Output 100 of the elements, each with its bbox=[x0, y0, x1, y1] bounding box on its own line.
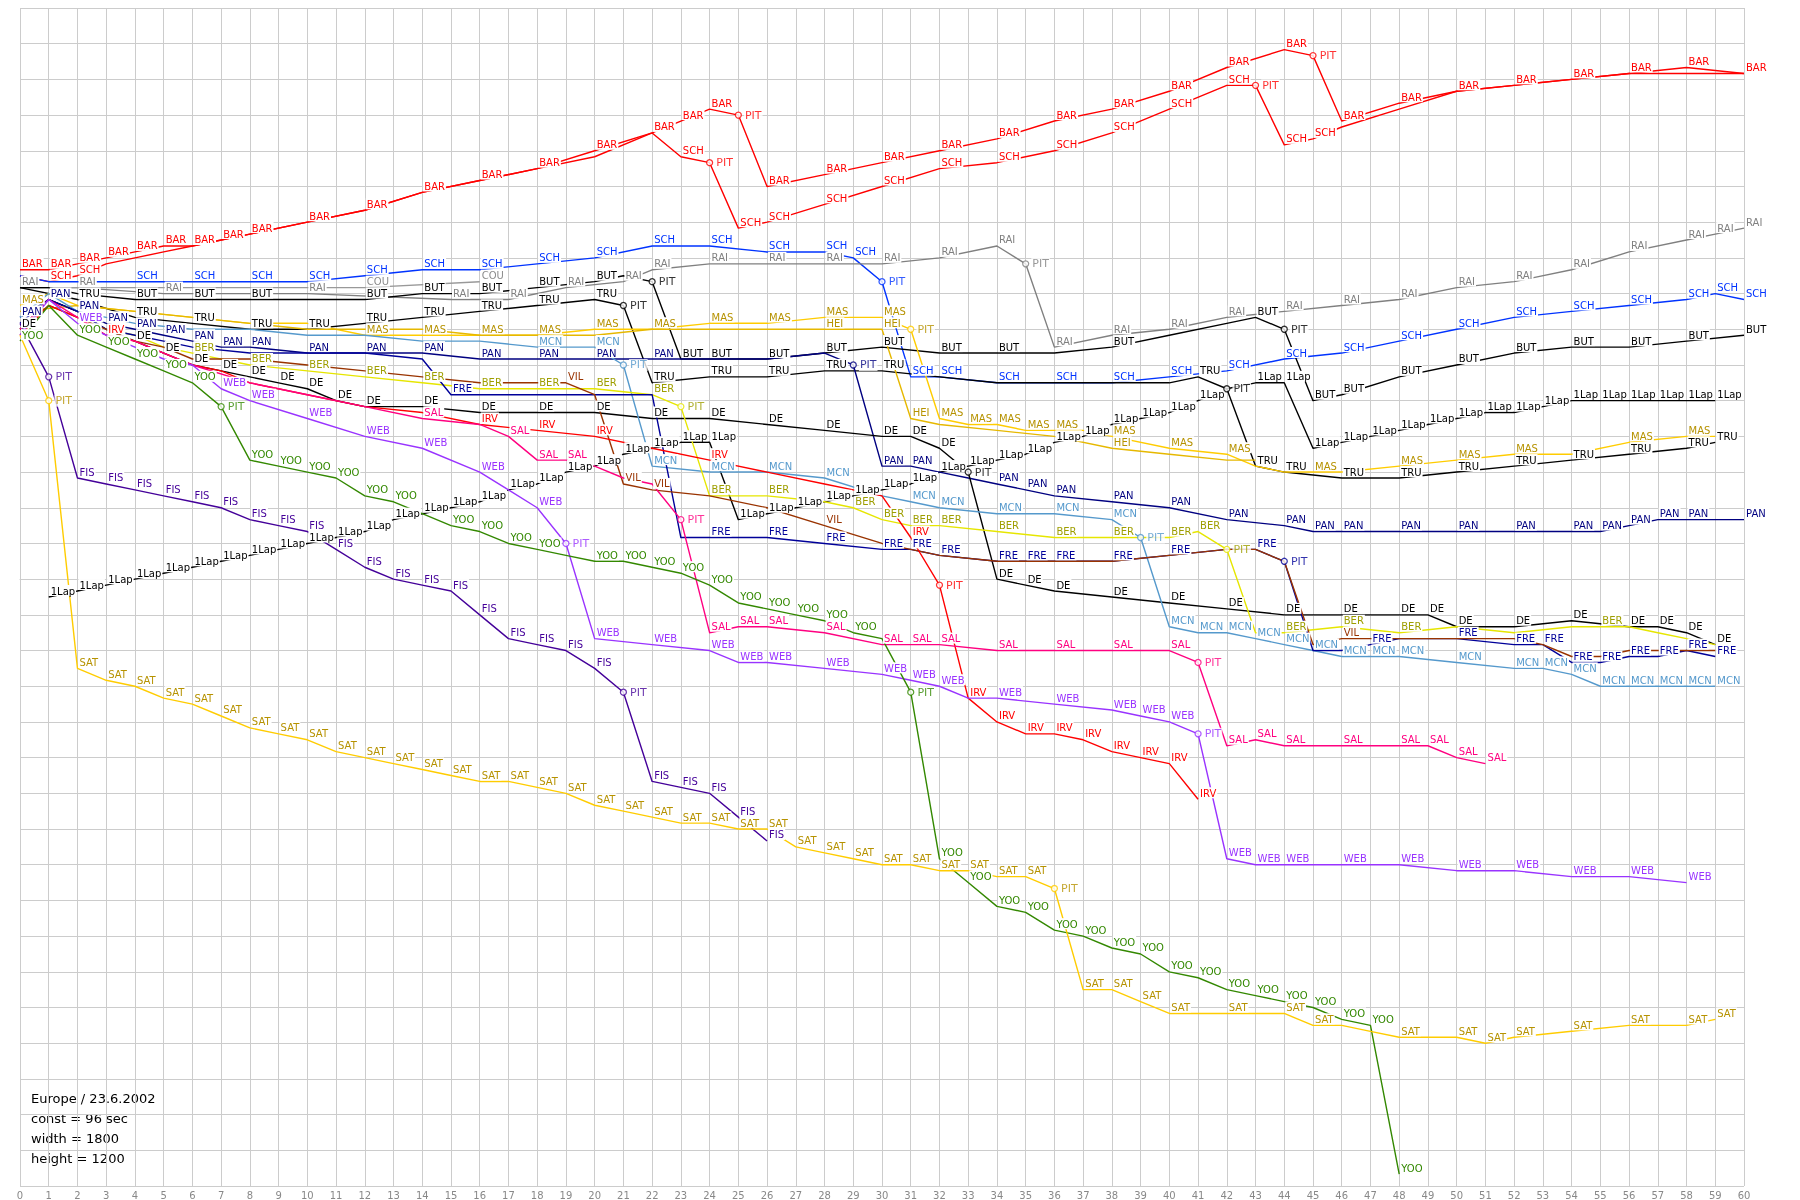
text: YOO bbox=[1200, 966, 1222, 978]
text: FIS bbox=[682, 775, 698, 787]
annotation: PIT bbox=[1147, 531, 1165, 545]
text: IRV bbox=[912, 526, 929, 538]
text: BAR bbox=[769, 174, 790, 186]
text: BER bbox=[539, 377, 560, 389]
text: RAI bbox=[510, 288, 527, 300]
x-tick-label: 2 bbox=[74, 1189, 81, 1200]
text: FIS bbox=[510, 627, 526, 639]
text: IRV bbox=[1085, 728, 1102, 740]
text: IRV bbox=[596, 424, 613, 436]
text: TRU bbox=[136, 305, 158, 317]
text: 1Lap bbox=[884, 478, 909, 490]
x-tick-label: 46 bbox=[1335, 1189, 1349, 1200]
text: BER bbox=[596, 377, 617, 389]
text: MAS bbox=[1401, 454, 1424, 466]
x-tick-label: 54 bbox=[1565, 1189, 1578, 1200]
text: 1Lap bbox=[711, 430, 737, 442]
text: SAT bbox=[1315, 1013, 1334, 1025]
text: MAS bbox=[1171, 436, 1194, 448]
text: IRV bbox=[970, 686, 987, 698]
annotation: PIT bbox=[687, 400, 705, 414]
text: BAR bbox=[1458, 79, 1480, 91]
x-tick-label: 34 bbox=[990, 1189, 1004, 1200]
text: MCN bbox=[1343, 644, 1367, 656]
text: YOO bbox=[510, 531, 532, 543]
annotation: PIT bbox=[716, 156, 734, 170]
text: PAN bbox=[1688, 508, 1709, 520]
text: DE bbox=[1429, 603, 1444, 615]
text: FIS bbox=[539, 633, 555, 645]
text: 1Lap bbox=[1085, 424, 1110, 436]
text: WEB bbox=[826, 656, 850, 668]
text: BUT bbox=[1343, 383, 1365, 395]
text: SCH bbox=[1228, 73, 1250, 85]
text: 1Lap bbox=[1372, 424, 1397, 436]
text: BUT bbox=[366, 288, 388, 300]
text: SCH bbox=[136, 270, 158, 282]
text: SAT bbox=[1171, 1001, 1191, 1013]
x-tick-label: 41 bbox=[1191, 1189, 1205, 1200]
text: WEB bbox=[1056, 692, 1080, 704]
text: BAR bbox=[424, 180, 445, 192]
text: MCN bbox=[998, 502, 1023, 514]
text: VIL bbox=[654, 478, 670, 490]
text: FIS bbox=[567, 639, 583, 651]
text: 1Lap bbox=[539, 472, 564, 484]
text: BAR bbox=[1688, 55, 1710, 67]
text: PAN bbox=[309, 341, 330, 353]
text: 1Lap bbox=[1516, 401, 1541, 413]
text: RAI bbox=[884, 252, 901, 264]
text: 1Lap bbox=[1573, 389, 1599, 401]
text: 1Lap bbox=[1056, 430, 1081, 442]
text: BUT bbox=[1113, 335, 1135, 347]
text: FIS bbox=[108, 472, 124, 484]
text: YOO bbox=[79, 323, 101, 335]
x-tick-label: 52 bbox=[1507, 1189, 1521, 1200]
text: PAN bbox=[1228, 508, 1249, 520]
text: SAT bbox=[941, 859, 961, 871]
text: 1Lap bbox=[941, 460, 966, 472]
text: 1Lap bbox=[855, 484, 880, 496]
x-tick-label: 3 bbox=[103, 1189, 110, 1200]
text: YOO bbox=[1286, 990, 1308, 1002]
text: WEB bbox=[654, 633, 678, 645]
text: SCH bbox=[1516, 305, 1537, 317]
text: DE bbox=[366, 395, 381, 407]
text: MAS bbox=[539, 323, 562, 335]
text: PAN bbox=[424, 341, 444, 353]
text: SCH bbox=[1688, 288, 1710, 300]
x-tick-label: 48 bbox=[1392, 1189, 1406, 1200]
text: FIS bbox=[424, 573, 440, 585]
text: 1Lap bbox=[309, 531, 334, 543]
text: BER bbox=[1286, 621, 1307, 633]
annotation: PIT bbox=[630, 685, 647, 699]
text: FIS bbox=[280, 514, 296, 526]
text: SAT bbox=[453, 763, 472, 775]
text: WEB bbox=[1631, 865, 1655, 877]
text: MAS bbox=[1315, 460, 1337, 472]
x-tick-label: 32 bbox=[933, 1189, 946, 1200]
text: DE bbox=[769, 412, 784, 424]
text: PAN bbox=[1027, 478, 1048, 490]
annotation: PIT bbox=[888, 275, 906, 289]
x-tick-label: 58 bbox=[1680, 1189, 1693, 1200]
x-tick-label: 12 bbox=[358, 1189, 372, 1200]
text: WEB bbox=[1257, 853, 1281, 865]
text: DE bbox=[165, 341, 180, 353]
text: YOO bbox=[453, 514, 475, 526]
text: 1Lap bbox=[194, 555, 219, 567]
text: COU bbox=[481, 270, 504, 282]
x-tick-label: 60 bbox=[1737, 1189, 1751, 1200]
text: FRE bbox=[1544, 633, 1564, 645]
text: BAR bbox=[165, 234, 187, 246]
series-label: WEB bbox=[740, 650, 764, 662]
text: RAI bbox=[1746, 216, 1763, 228]
annotation: PIT bbox=[1290, 554, 1308, 568]
x-tick-label: 23 bbox=[674, 1189, 688, 1200]
text: SCH bbox=[50, 270, 72, 282]
text: DE bbox=[338, 389, 353, 401]
x-tick-label: 43 bbox=[1249, 1189, 1262, 1200]
text: MCN bbox=[1286, 633, 1310, 645]
x-tick-label: 19 bbox=[559, 1189, 573, 1200]
text: BER bbox=[424, 371, 445, 383]
